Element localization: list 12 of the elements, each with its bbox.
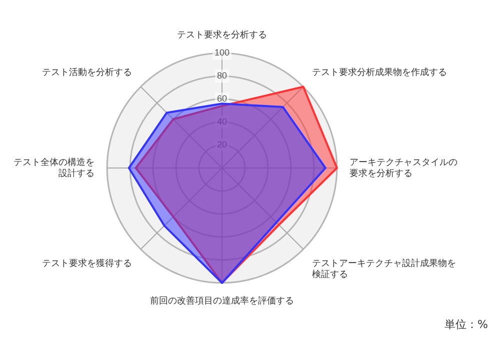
spoke-label: 前回の改善項目の達成率を評価する	[150, 295, 294, 306]
y-tick-label: 80	[216, 70, 228, 81]
text: 単位：%	[444, 317, 488, 332]
spoke-label: テスト活動を分析する	[42, 66, 132, 77]
spoke-label: テスト要求分析成果物を作成する	[312, 66, 448, 77]
y-tick-label: 60	[216, 94, 228, 104]
spoke-label: テストアーキテクチャ設計成果物を検証する	[312, 258, 456, 279]
spoke-label: アーキテクチャスタイルの要求を分析する	[349, 157, 458, 178]
spoke-label: テスト全体の構造を設計する	[14, 157, 95, 178]
spoke-label: テスト要求を獲得する	[42, 258, 132, 268]
y-tick-label: 100	[214, 48, 230, 58]
spoke-label: テスト要求を分析する	[177, 30, 267, 40]
